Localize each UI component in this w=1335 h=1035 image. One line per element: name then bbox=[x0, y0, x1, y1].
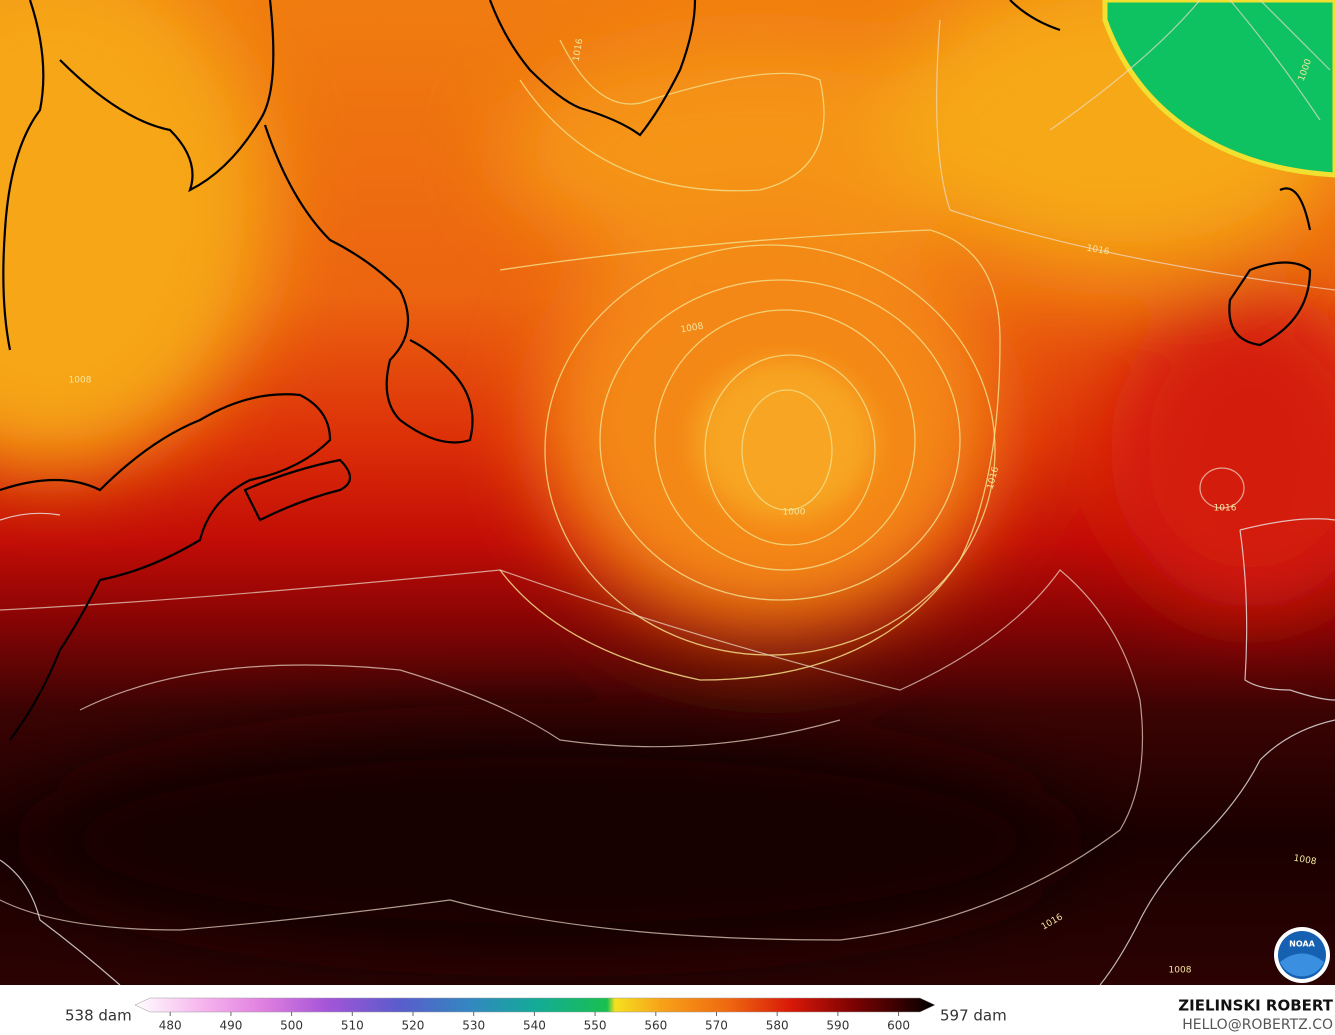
colorbar-tick-label: 490 bbox=[219, 1019, 242, 1033]
isobar-label: 1016 bbox=[1214, 504, 1237, 514]
isobar-label: 1016 bbox=[572, 38, 586, 63]
logo-text: NOAA bbox=[1289, 940, 1315, 949]
colorbar-tick-label: 520 bbox=[402, 1019, 425, 1033]
colorbar-tick-label: 510 bbox=[341, 1019, 364, 1033]
colorbar-tick-label: 550 bbox=[584, 1019, 607, 1033]
low-core bbox=[695, 360, 875, 520]
colorbar-tick-label: 500 bbox=[280, 1019, 303, 1033]
credit-name: ZIELINSKI ROBERT bbox=[1178, 997, 1333, 1015]
isobar-label: 1008 bbox=[1169, 966, 1192, 976]
colorbar-tick-label: 480 bbox=[159, 1019, 182, 1033]
credit-contact: HELLO@ROBERTZ.CO bbox=[1182, 1017, 1333, 1033]
isobar-label: 1008 bbox=[69, 376, 92, 386]
colorbar-tick-label: 570 bbox=[705, 1019, 728, 1033]
map: 1016100010161008100810161016100010081016… bbox=[0, 0, 1335, 986]
isobars bbox=[0, 0, 1335, 941]
colorbar-tick-label: 540 bbox=[523, 1019, 546, 1033]
colorbar-tick-label: 530 bbox=[462, 1019, 485, 1033]
isobar-label: 1000 bbox=[783, 508, 806, 518]
coastlines bbox=[0, 0, 1335, 986]
high-region bbox=[1102, 0, 1335, 178]
colorbar-tick-label: 600 bbox=[887, 1019, 910, 1033]
colorbar-tick-label: 590 bbox=[826, 1019, 849, 1033]
isobar-label: 1008 bbox=[680, 322, 705, 336]
colorbar-max-label: 597 dam bbox=[940, 1007, 1007, 1025]
colorbar-min-label: 538 dam bbox=[65, 1007, 132, 1025]
field-shading bbox=[0, 0, 1335, 950]
colorbar-tick-label: 560 bbox=[644, 1019, 667, 1033]
colorbar bbox=[134, 997, 936, 1013]
isobar-label: 1008 bbox=[1293, 854, 1318, 868]
isobar-label: 1016 bbox=[1086, 244, 1111, 258]
colorbar-tick-label: 580 bbox=[766, 1019, 789, 1033]
colorbar-ticks: 480 490 500 510 520 530 540 550 560 570 580 590 600 bbox=[159, 1012, 910, 1033]
noaa-logo: NOAA bbox=[1274, 927, 1330, 983]
